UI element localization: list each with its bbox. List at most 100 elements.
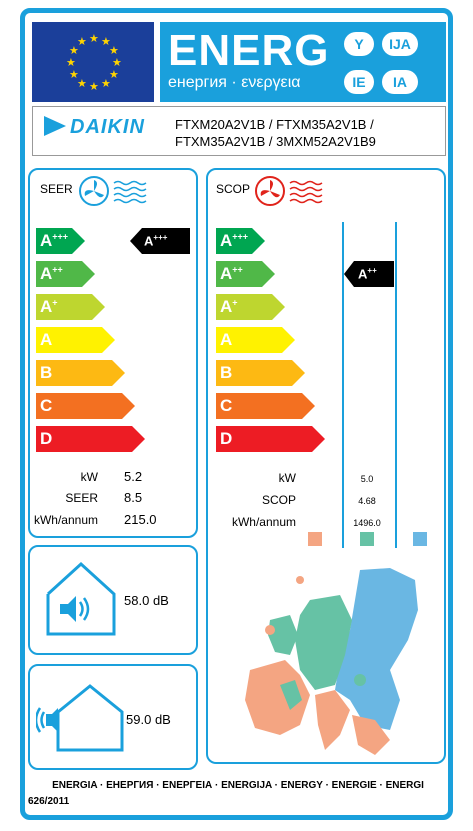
energy-subtitle: енергия · ενεργεια xyxy=(168,74,301,91)
cooling-spec-value: 5.2 xyxy=(124,469,143,484)
cooling-spec-label: kWh/annum xyxy=(33,513,98,527)
cooling-rating-arrow: A+++ xyxy=(130,228,190,254)
cooling-class-plus: + xyxy=(52,297,58,308)
heating-rating-plus: ++ xyxy=(367,266,377,275)
seer-label: SEER xyxy=(40,182,73,196)
cooling-class-letter: C xyxy=(40,396,53,415)
outdoor-noise-readout: 59.0 dB xyxy=(126,712,171,727)
heating-class-arrow: A+ xyxy=(216,294,286,320)
cooling-class-plus: ++ xyxy=(52,264,63,275)
heating-class-letter: A xyxy=(220,264,233,283)
cooling-spec-value: 8.5 xyxy=(124,490,143,505)
model-line-2: FTXM35A2V1B / 3MXM52A2V1B9 xyxy=(175,134,376,149)
heating-class-arrow: C xyxy=(216,393,316,419)
brand-name: DAIKIN xyxy=(70,116,145,138)
lang-badge: Y xyxy=(344,32,374,56)
footer-regulation: 626/2011 xyxy=(28,796,70,807)
zone-cold-swatch xyxy=(413,532,427,546)
model-line-1: FTXM20A2V1B / FTXM35A2V1B / xyxy=(175,117,374,132)
heating-class-arrow: B xyxy=(216,360,306,386)
indoor-noise-value: 58.0 xyxy=(124,593,150,608)
svg-text:★: ★ xyxy=(89,32,99,45)
heating-spec-value: 5.0 xyxy=(360,474,374,484)
cooling-class-arrow: A++ xyxy=(36,261,96,287)
cooling-class-letter: D xyxy=(40,429,53,448)
svg-text:★: ★ xyxy=(109,68,119,81)
cooling-class-arrow: A+++ xyxy=(36,228,86,254)
footer-languages: ENERGIA · ЕНЕРГИЯ · ΕΝΕΡΓΕΙΑ · ENERGIJA … xyxy=(52,780,424,791)
eu-flag-icon: ★ ★ ★ ★ ★ ★ ★ ★ ★ ★ ★ ★ xyxy=(32,22,154,102)
lang-badge: IJA xyxy=(382,32,418,56)
daikin-logo-icon xyxy=(44,116,66,141)
cooling-class-arrow: B xyxy=(36,360,126,386)
heating-class-plus: ++ xyxy=(232,264,243,275)
cooling-fan-icon xyxy=(78,174,158,213)
heating-panel xyxy=(206,168,446,764)
svg-text:★: ★ xyxy=(66,56,76,69)
europe-climate-map-icon xyxy=(240,560,430,765)
cooling-class-letter: A xyxy=(40,330,53,349)
heating-rating-arrow: A++ xyxy=(344,261,394,287)
heating-class-arrow: D xyxy=(216,426,326,452)
cooling-class-letter: A xyxy=(40,297,53,316)
zone-average-swatch xyxy=(360,532,374,546)
svg-text:★: ★ xyxy=(69,68,79,81)
heating-fan-icon xyxy=(254,174,334,213)
heating-class-letter: B xyxy=(220,363,233,382)
cooling-rating-letter: A xyxy=(144,233,154,249)
indoor-noise-unit: dB xyxy=(152,593,169,608)
heating-class-arrow: A+++ xyxy=(216,228,266,254)
lang-badge: IE xyxy=(344,70,374,94)
svg-text:★: ★ xyxy=(77,35,87,48)
heating-spec-label: kWh/annum xyxy=(231,515,296,529)
cooling-spec-value: 215.0 xyxy=(124,512,157,527)
heating-class-arrow: A++ xyxy=(216,261,276,287)
outdoor-noise-value: 59.0 xyxy=(126,712,152,727)
heating-class-letter: A xyxy=(220,231,233,250)
zone-divider xyxy=(342,222,344,548)
outdoor-speaker-house-icon xyxy=(34,682,126,759)
heating-class-plus: +++ xyxy=(232,231,249,242)
energy-title: ENERG xyxy=(168,26,330,75)
outdoor-noise-panel xyxy=(28,664,198,770)
brand-box xyxy=(32,106,446,156)
cooling-spec-label: SEER xyxy=(65,491,98,505)
indoor-noise-readout: 58.0 dB xyxy=(124,593,169,608)
indoor-noise-panel xyxy=(28,545,198,655)
cooling-spec-label: kW xyxy=(80,470,98,484)
heating-class-letter: A xyxy=(220,330,233,349)
cooling-class-arrow: C xyxy=(36,393,136,419)
heating-spec-value: 1496.0 xyxy=(353,518,381,528)
heating-class-letter: D xyxy=(220,429,233,448)
cooling-class-arrow: A xyxy=(36,327,116,353)
svg-text:★: ★ xyxy=(77,77,87,90)
heating-spec-label: SCOP xyxy=(261,493,296,507)
scop-label: SCOP xyxy=(216,182,251,196)
cooling-class-letter: B xyxy=(40,363,53,382)
outdoor-noise-unit: dB xyxy=(154,712,171,727)
svg-text:★: ★ xyxy=(89,80,99,93)
lang-badge: IA xyxy=(382,70,418,94)
heating-class-plus: + xyxy=(232,297,238,308)
cooling-class-letter: A xyxy=(40,264,53,283)
zone-divider xyxy=(395,222,397,548)
heating-spec-value: 4.68 xyxy=(358,496,376,506)
heating-class-letter: C xyxy=(220,396,233,415)
heating-class-letter: A xyxy=(220,297,233,316)
svg-text:★: ★ xyxy=(101,77,111,90)
cooling-class-arrow: A+ xyxy=(36,294,106,320)
cooling-class-letter: A xyxy=(40,231,53,250)
heating-class-arrow: A xyxy=(216,327,296,353)
indoor-speaker-house-icon xyxy=(44,560,118,643)
cooling-class-plus: +++ xyxy=(52,231,69,242)
heating-spec-label: kW xyxy=(278,471,296,485)
cooling-panel xyxy=(28,168,198,538)
cooling-class-arrow: D xyxy=(36,426,146,452)
svg-text:★: ★ xyxy=(109,44,119,57)
zone-warm-swatch xyxy=(308,532,322,546)
svg-text:★: ★ xyxy=(69,44,79,57)
cooling-rating-plus: +++ xyxy=(153,233,168,242)
heating-rating-letter: A xyxy=(358,266,368,282)
svg-text:★: ★ xyxy=(112,56,122,69)
svg-text:★: ★ xyxy=(101,35,111,48)
